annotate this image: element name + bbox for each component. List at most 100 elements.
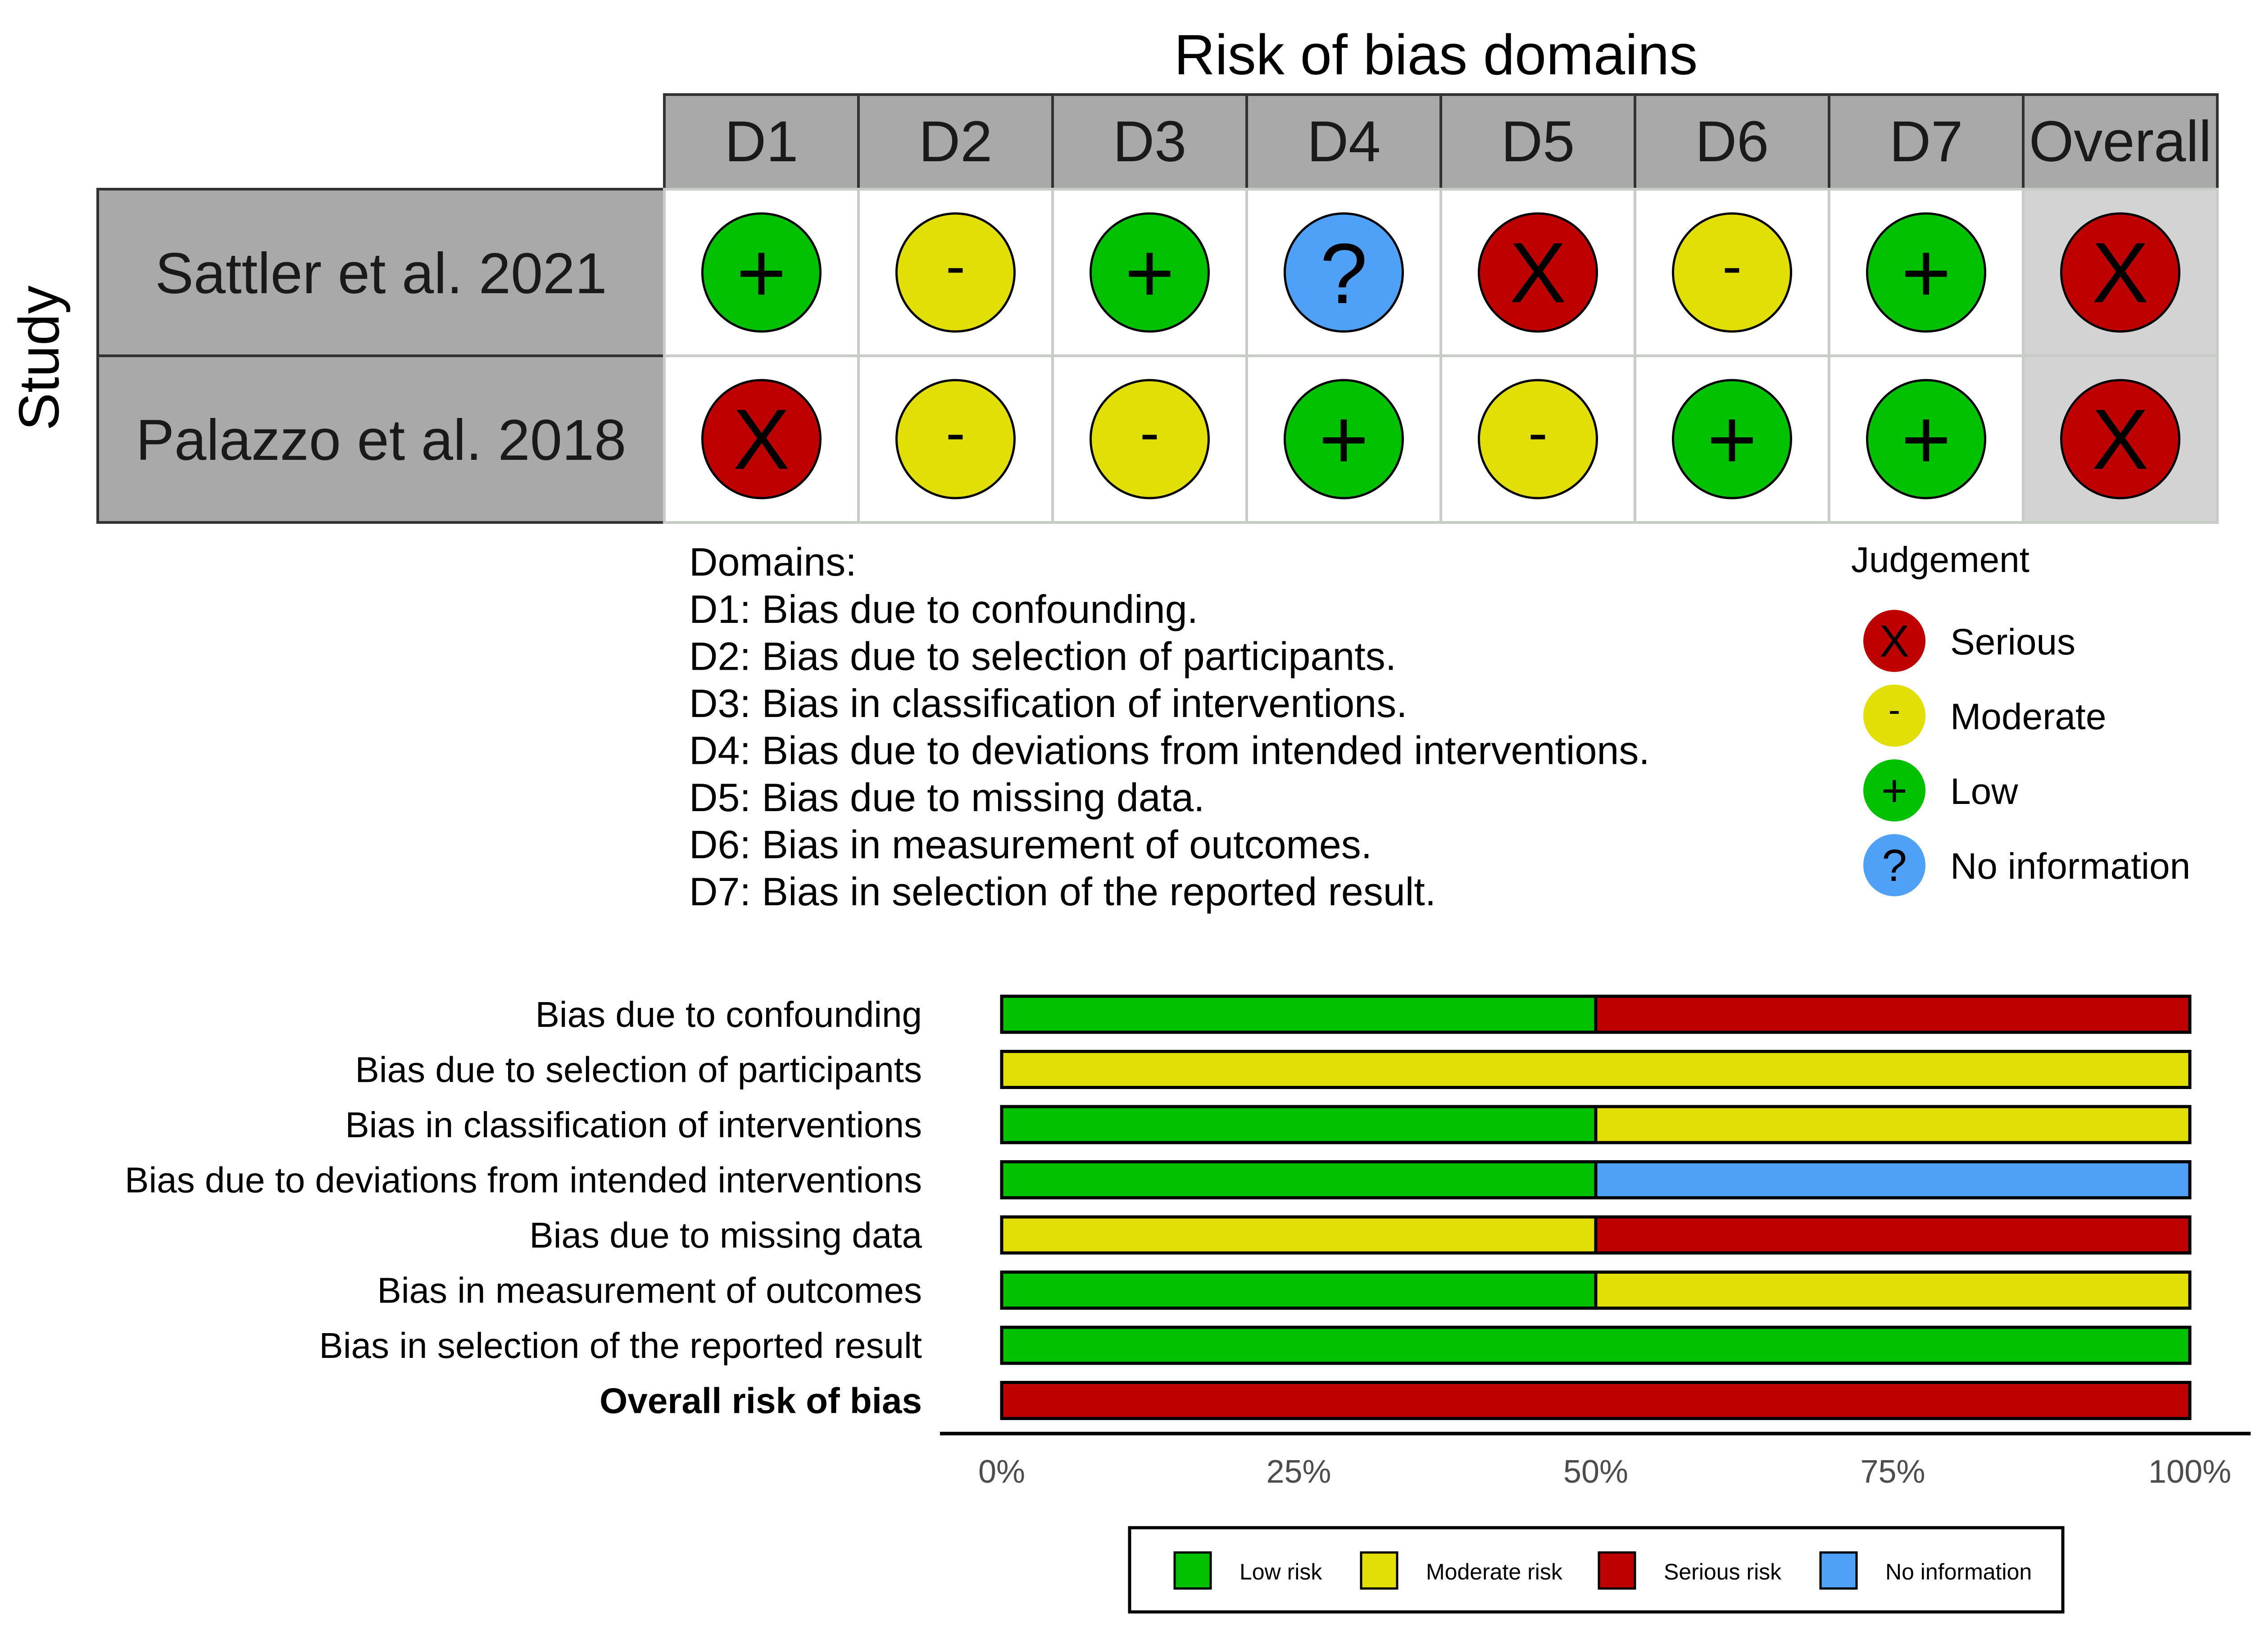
judgement-symbol: X [1509,225,1566,321]
x-tick-label: 75% [1860,1454,1925,1490]
judgement-serious-circle [701,379,822,499]
bar-segment-moderate [1002,1051,2190,1088]
bar-legend-label: Serious risk [1664,1559,1782,1584]
domain-description: D7: Bias in selection of the reported re… [689,869,1436,914]
domain-header-label: D7 [1889,109,1963,174]
judgement-symbol: X [733,392,790,487]
bar-segment-low [1002,1327,2190,1363]
legend-symbol: + [1881,766,1907,816]
domains-list: D1: Bias due to confounding.D2: Bias due… [689,587,1650,914]
domain-header-cell [2022,93,2219,191]
legend-symbol: - [1889,690,1901,730]
bar-legend-box [1128,1526,2065,1614]
judgement-symbol: + [736,225,786,321]
study-label-cell [96,354,666,524]
bar-category-label: Bias due to selection of participants [355,1050,922,1090]
domain-header-label: D3 [1113,109,1187,174]
legend-label: Low [1950,771,2018,812]
x-tick-label: 50% [1563,1454,1628,1490]
stacked-bars [1000,994,2192,1420]
legend-label: Moderate [1950,696,2106,737]
bar-legend-label: Low risk [1240,1559,1322,1584]
judgement-moderate-circle [1478,379,1598,499]
bar-segment-low [1002,1272,1596,1308]
domain-header-label: D2 [919,109,993,174]
bar-category-label: Bias due to confounding [536,994,922,1035]
bar-category-label: Bias in classification of interventions [345,1105,922,1145]
bar-segment-moderate [1596,1107,2190,1143]
bar-segment-low [1002,1162,1596,1198]
judgement-symbol: + [1707,392,1757,487]
domains-title: Domains: [689,540,857,584]
domain-description: D5: Bias due to missing data. [689,775,1205,820]
judgement-no-information-circle [1284,212,1404,333]
bar-category-label: Bias due to deviations from intended int… [125,1160,922,1200]
study-labels: Sattler et al. 2021 Palazzo et al. 2018 [96,188,666,524]
bar-category-label: Bias in measurement of outcomes [377,1271,922,1311]
judgement-symbol: + [1901,392,1951,487]
overall-category-label: Overall risk of bias [599,1381,922,1421]
judgement-moderate-circle [895,212,1016,333]
judgement-low-circle [1866,379,1986,499]
judgement-legend-title: Judgement [1851,540,2030,580]
domain-description: D3: Bias in classification of interventi… [689,681,1408,726]
judgement-serious-circle [2060,212,2180,333]
legend-label: Serious [1950,622,2075,663]
bar-segment-low [1002,1107,1596,1143]
judgement-low-circle [701,212,822,333]
judgement-symbol: - [946,233,965,299]
judgement-symbol: + [1901,225,1951,321]
judgement-symbol: X [2092,392,2149,487]
judgement-low-circle [1672,379,1792,499]
bar-outline [1000,1325,2192,1365]
domain-header-cell [663,93,860,191]
bar-legend-swatch-moderate [1360,1551,1398,1590]
bar-outline [1000,1381,2192,1420]
domain-header-label: Overall [2029,109,2211,174]
legend-no-information-circle [1863,834,1925,896]
domain-headers: D1 D2 D3 D4 D5 D6 D7 Overall [663,93,2219,191]
bar-legend-swatch-low [1173,1551,1212,1590]
summary-bar-plot: Bias due to confounding Bias due to selec… [125,994,2251,1614]
bar-segment-moderate [1002,1217,1596,1253]
bar-segment-serious [1002,1382,2190,1419]
bar-segment-serious [1596,996,2190,1032]
bar-category-label: Bias due to missing data [529,1215,922,1255]
judgement-symbol: + [1319,392,1369,487]
domain-description: D1: Bias due to confounding. [689,587,1198,631]
domain-header-label: D1 [725,109,799,174]
judgement-cells: + - +? X - + XX - - + - + + X [663,188,2219,524]
domain-header-cell [857,93,1054,191]
bar-legend-label: No information [1885,1559,2032,1584]
bar-segment-no-information [1596,1162,2190,1198]
x-tick-label: 100% [2148,1454,2231,1490]
judgement-symbol: + [1125,225,1175,321]
legend-label: No information [1950,846,2190,887]
legend-serious-circle [1863,610,1925,672]
judgement-symbol: - [1528,399,1548,465]
judgement-symbol: ? [1320,226,1368,322]
domain-description: D4: Bias due to deviations from intended… [689,728,1650,773]
legend-symbol: ? [1882,840,1907,891]
judgement-serious-circle [1478,212,1598,333]
judgement-moderate-circle [1672,212,1792,333]
domain-description: D6: Bias in measurement of outcomes. [689,822,1372,867]
bar-legend-swatch-no-information [1819,1551,1858,1590]
judgement-moderate-circle [895,379,1016,499]
traffic-light-title: Risk of bias domains [1174,23,1698,86]
traffic-light-plot: Risk of bias domains Study D1 D2 D3 D4 D5 D6 D… [7,23,2219,914]
legend-low-circle [1863,759,1925,821]
legend-symbol: X [1880,616,1910,667]
judgement-symbol: - [1140,399,1159,465]
bar-legend-swatch-serious [1598,1551,1636,1590]
study-axis-label: Study [7,286,71,431]
bar-segment-low [1002,996,1596,1032]
legend-moderate-circle [1863,685,1925,747]
x-axis-ticks: 0% 25% 50% 75% 100% [978,1454,2231,1490]
domain-header-cell [1634,93,1830,191]
bar-segment-serious [1596,1217,2190,1253]
judgement-moderate-circle [1090,379,1210,499]
bar-legend-label: Moderate risk [1426,1559,1563,1584]
judgement-symbol: - [1722,233,1742,299]
